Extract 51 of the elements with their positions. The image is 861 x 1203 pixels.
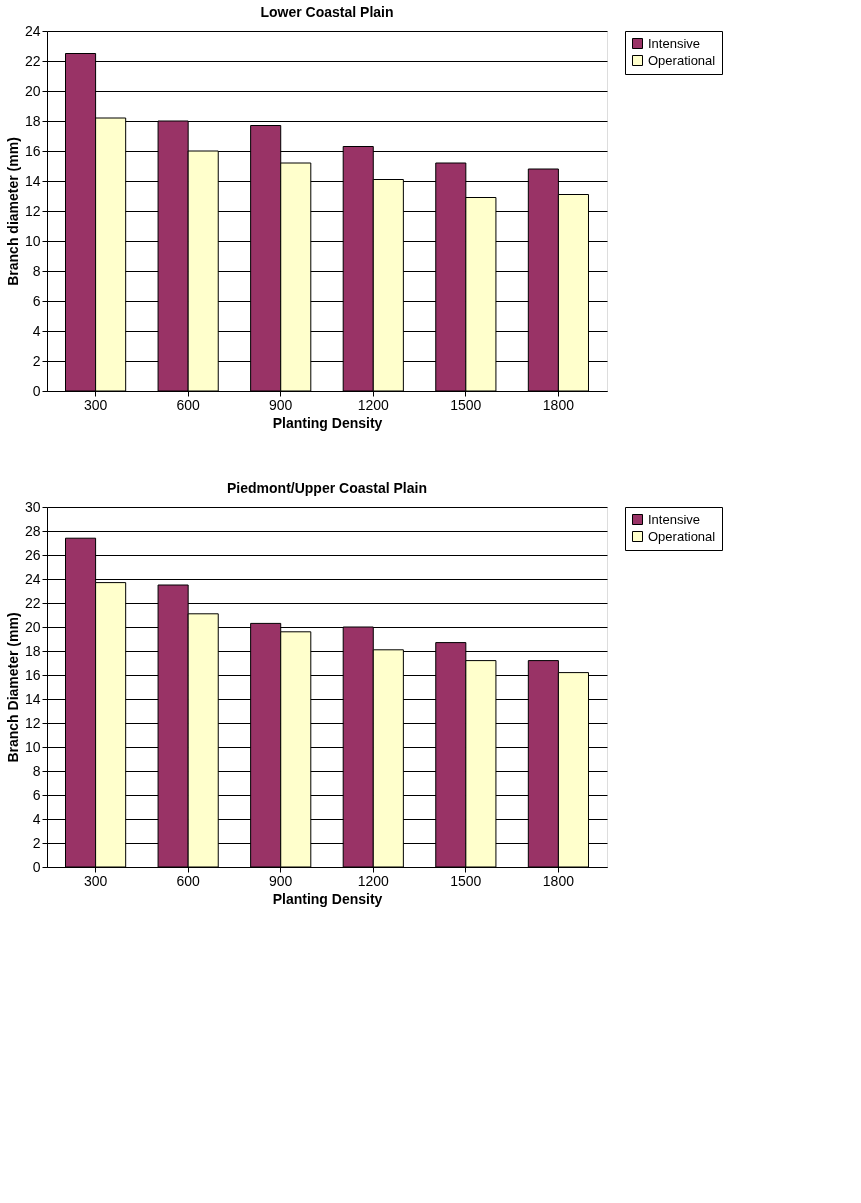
y-tick-label: 16: [24, 666, 41, 683]
legend-label: Operational: [648, 52, 716, 68]
y-tick-label: 6: [32, 786, 41, 803]
legend-label: Intensive: [648, 35, 701, 51]
y-tick-label: 24: [24, 22, 41, 39]
y-tick-label: 20: [24, 82, 41, 99]
y-tick-label: 16: [24, 142, 41, 159]
y-tick-label: 6: [32, 292, 41, 309]
y-tick-label: 12: [24, 714, 41, 731]
y-axis-title: Branch Diameter (mm): [4, 612, 21, 763]
x-axis-title: Planting Density: [272, 414, 383, 431]
y-tick-label: 10: [24, 232, 41, 249]
y-tick-label: 18: [24, 112, 41, 129]
x-tick-label: 300: [83, 396, 108, 413]
y-tick-label: 0: [32, 858, 41, 875]
x-tick-label: 1500: [450, 872, 482, 889]
chart-title: Lower Coastal Plain: [260, 4, 394, 20]
y-axis-title: Branch diameter (mm): [4, 137, 21, 286]
x-tick-label: 1800: [542, 872, 575, 889]
y-tick-label: 4: [32, 810, 41, 827]
y-tick-label: 18: [24, 642, 41, 659]
x-tick-label: 900: [269, 872, 293, 889]
y-tick-label: 14: [24, 690, 41, 707]
y-tick-label: 8: [32, 762, 41, 779]
chart-title: Piedmont/Upper Coastal Plain: [227, 480, 427, 496]
y-tick-label: 24: [24, 570, 41, 587]
y-tick-label: 2: [32, 834, 41, 851]
x-tick-label: 1800: [542, 396, 575, 413]
x-axis-title: Planting Density: [272, 890, 383, 907]
y-tick-label: 22: [24, 594, 41, 611]
y-tick-label: 22: [24, 52, 41, 69]
x-tick-label: 1200: [357, 872, 390, 889]
y-tick-label: 28: [24, 522, 41, 539]
x-tick-label: 900: [269, 396, 293, 413]
x-tick-label: 600: [176, 872, 201, 889]
x-tick-label: 300: [83, 872, 108, 889]
y-tick-label: 12: [24, 202, 41, 219]
y-tick-label: 8: [32, 262, 41, 279]
y-tick-label: 4: [32, 322, 41, 339]
x-tick-label: 1500: [450, 396, 482, 413]
x-tick-label: 1200: [357, 396, 390, 413]
y-tick-label: 30: [24, 498, 41, 515]
y-tick-label: 2: [32, 352, 41, 369]
y-tick-label: 0: [32, 382, 41, 399]
y-tick-label: 10: [24, 738, 41, 755]
y-tick-label: 26: [24, 546, 41, 563]
legend-label: Operational: [648, 528, 716, 544]
y-tick-label: 20: [24, 618, 41, 635]
x-tick-label: 600: [176, 396, 201, 413]
legend-label: Intensive: [648, 511, 701, 527]
y-tick-label: 14: [24, 172, 41, 189]
